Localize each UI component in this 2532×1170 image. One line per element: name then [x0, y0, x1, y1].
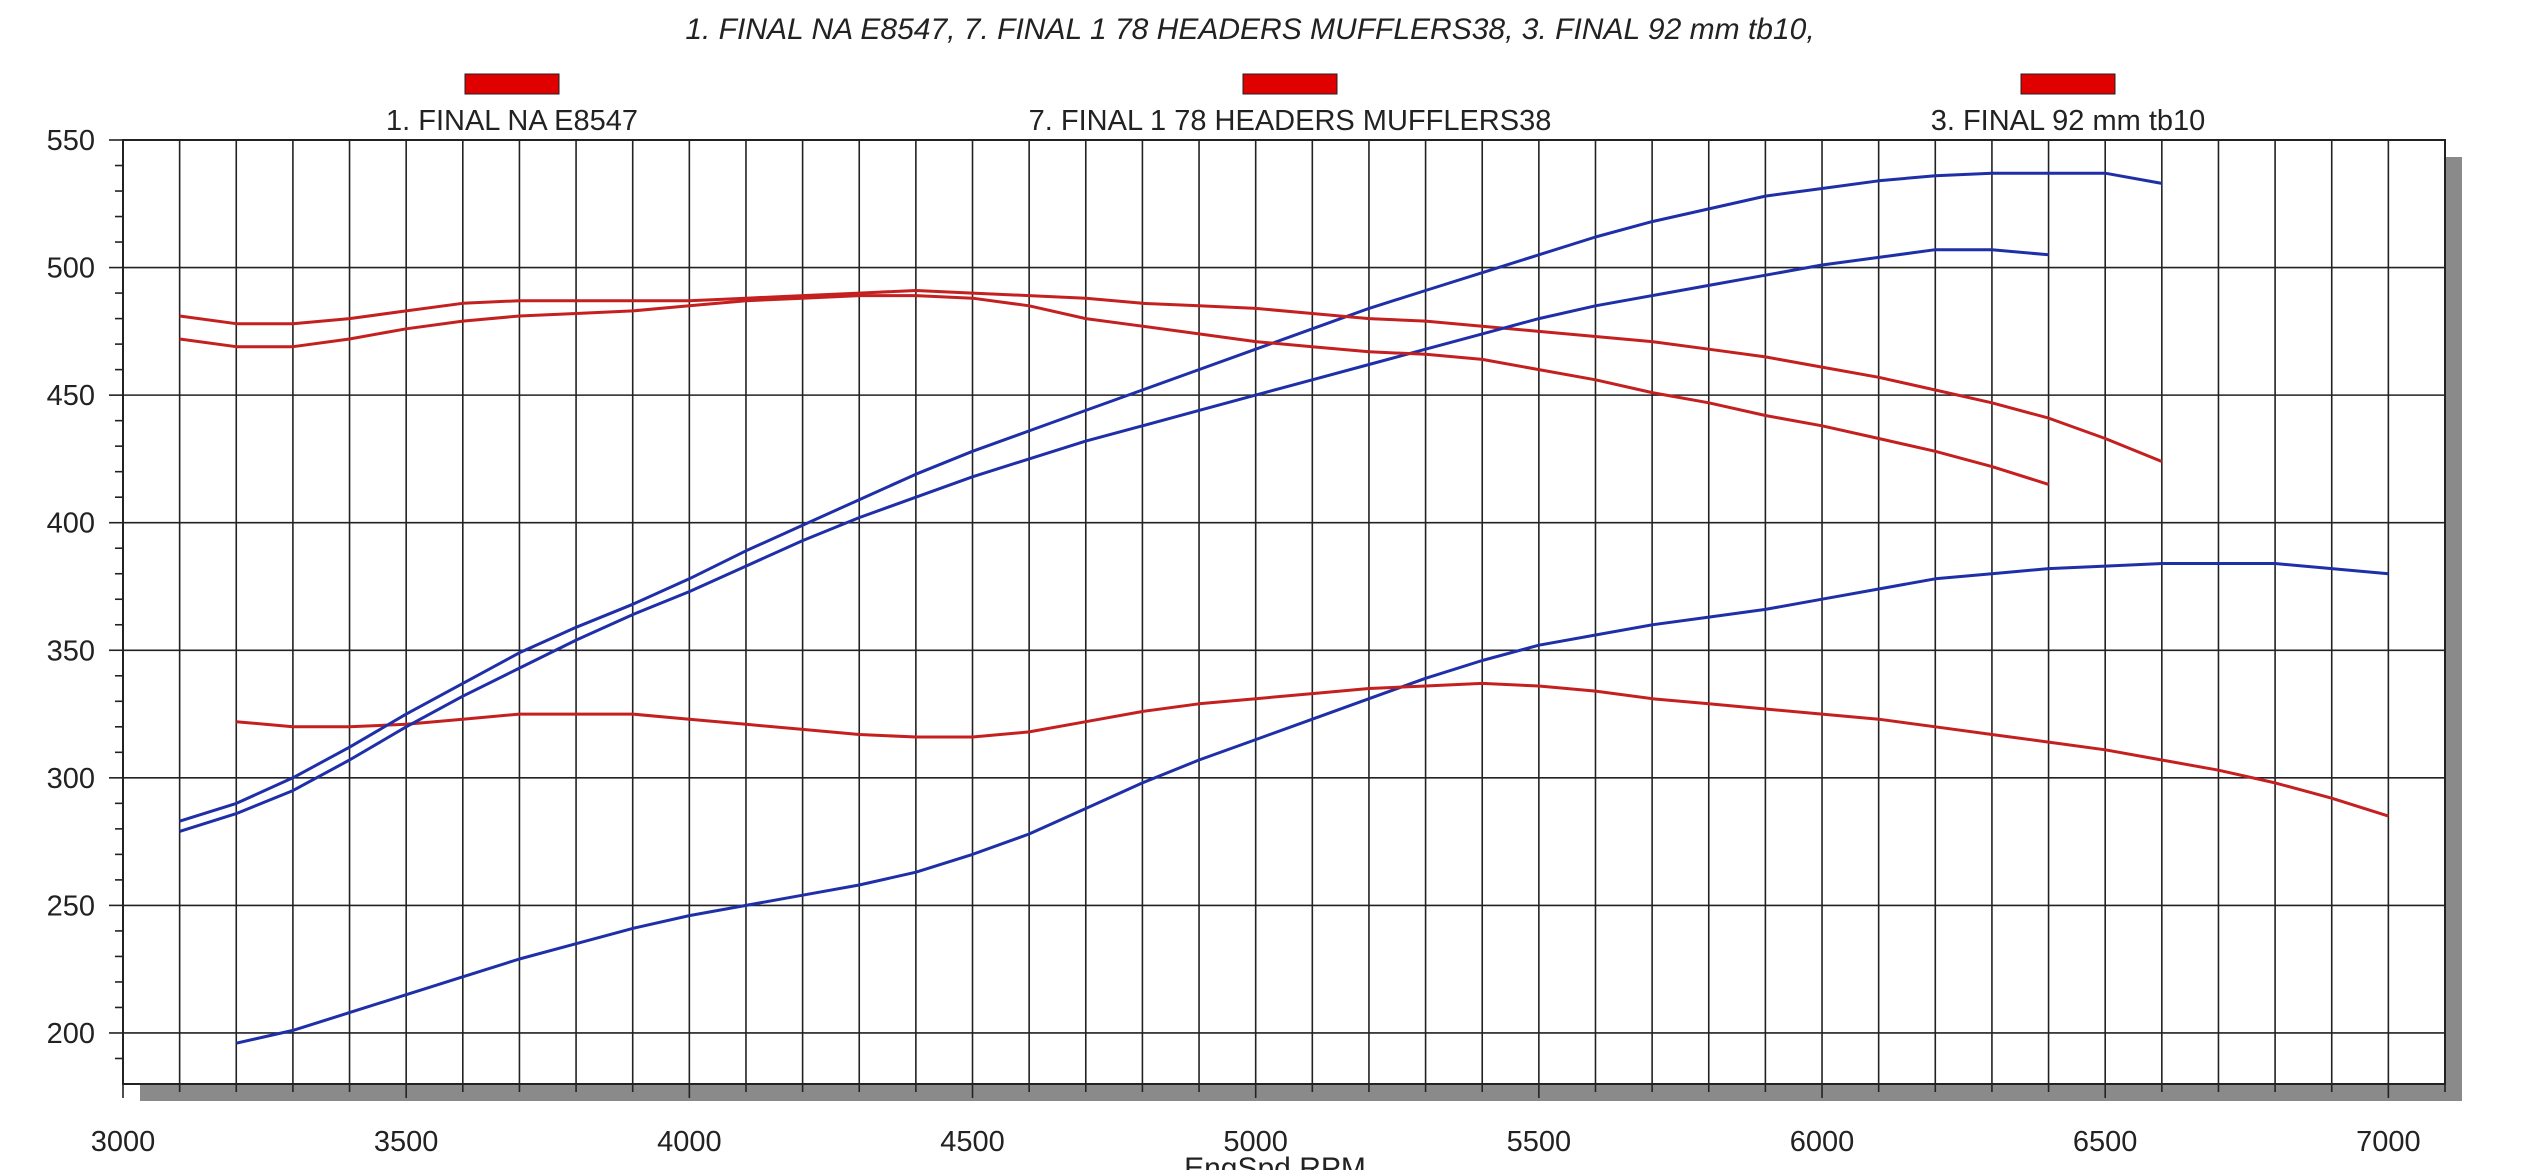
legend-swatch: [1242, 73, 1338, 95]
x-axis-label: EngSpd RPM: [1184, 1152, 1366, 1170]
y-tick-label: 300: [47, 763, 95, 795]
chart-title: 1. FINAL NA E8547, 7. FINAL 1 78 HEADERS…: [685, 13, 1814, 46]
x-tick-label: 3000: [91, 1126, 156, 1158]
y-tick-label: 550: [47, 125, 95, 157]
x-tick-label: 4000: [657, 1126, 722, 1158]
series-line-1: [235, 562, 2389, 1045]
x-tick-label: 5000: [1223, 1126, 1288, 1158]
x-tick-label: 4500: [940, 1126, 1005, 1158]
x-tick-label: 6500: [2073, 1126, 2138, 1158]
x-tick-label: 3500: [374, 1126, 439, 1158]
plot-area: [123, 140, 2445, 1084]
legend-swatch: [464, 73, 560, 95]
y-tick-label: 400: [47, 508, 95, 540]
plot-border: [122, 139, 2446, 1085]
y-axis: 200 250 300 350 400 450 500 550: [47, 125, 123, 1060]
series-line-2: [236, 681, 2389, 818]
y-tick-label: 200: [47, 1018, 95, 1050]
legend-label: 3. FINAL 92 mm tb10: [1931, 105, 2206, 137]
series-line-3: [179, 171, 2163, 823]
legend-swatch: [2020, 73, 2116, 95]
series-line-4: [179, 289, 2163, 463]
x-tick-label: 5500: [1507, 1126, 1572, 1158]
x-tick-label: 6000: [1790, 1126, 1855, 1158]
series-line-6: [179, 294, 2050, 486]
series-line-5: [179, 248, 2049, 833]
x-tick-label: 7000: [2356, 1126, 2421, 1158]
x-axis: 3000 3500 4000 4500 5000 5500 6000 6500 7000: [91, 1084, 2446, 1158]
y-tick-label: 350: [47, 635, 95, 667]
y-tick-label: 250: [47, 890, 95, 922]
series-group: [179, 171, 2389, 1045]
legend-label: 1. FINAL NA E8547: [386, 105, 638, 137]
legend: 1. FINAL NA E8547 7. FINAL 1 78 HEADERS M…: [386, 73, 2206, 137]
legend-label: 7. FINAL 1 78 HEADERS MUFFLERS38: [1029, 105, 1552, 137]
y-tick-label: 450: [47, 380, 95, 412]
y-tick-label: 500: [47, 253, 95, 285]
